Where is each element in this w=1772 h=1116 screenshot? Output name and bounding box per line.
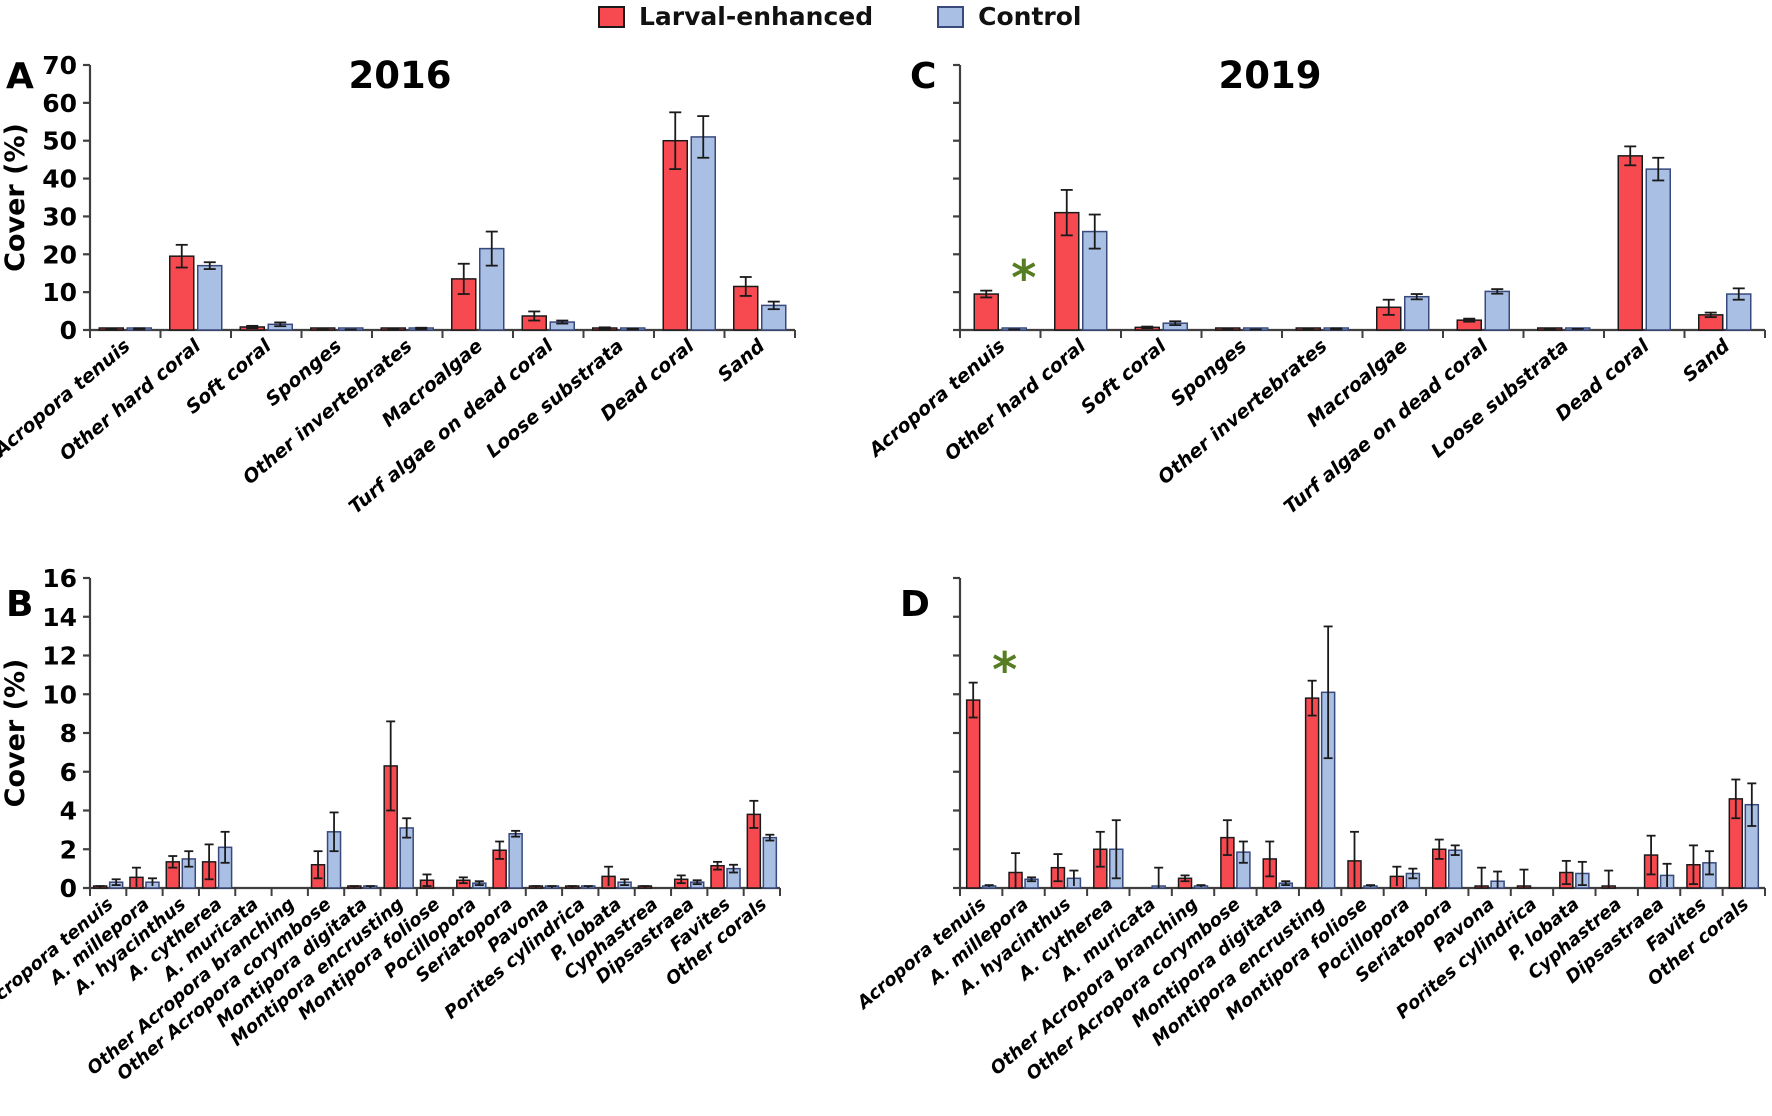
y-axis-title: Cover (%) xyxy=(0,659,31,808)
bar-control xyxy=(197,264,223,331)
y-axis-tick-label: 16 xyxy=(42,564,77,593)
x-category-label: Acropora tenuis xyxy=(863,335,1009,462)
legend-item-control: Control xyxy=(937,2,1082,31)
y-axis-tick-label: 50 xyxy=(42,127,77,156)
bar-larval-enhanced xyxy=(1617,155,1643,331)
legend-label: Control xyxy=(978,2,1082,31)
x-category-label: Loose substrata xyxy=(1427,335,1573,462)
y-axis-tick-label: 10 xyxy=(42,278,77,307)
bar-larval-enhanced xyxy=(662,139,688,331)
panel-label: B xyxy=(6,584,33,625)
significance-asterisk: * xyxy=(1011,251,1036,307)
significance-asterisk: * xyxy=(992,643,1017,699)
y-axis-tick-label: 8 xyxy=(60,719,77,748)
x-category-label: Soft coral xyxy=(1077,335,1171,419)
panel-label: D xyxy=(900,584,930,625)
y-axis-tick-label: 6 xyxy=(60,758,77,787)
y-axis-tick-label: 4 xyxy=(60,797,77,826)
y-axis-tick-label: 10 xyxy=(42,680,77,709)
legend-item-larval-enhanced: Larval-enhanced xyxy=(598,2,873,31)
panel-label: C xyxy=(910,56,936,97)
panel-label: A xyxy=(6,56,34,97)
bar-control xyxy=(508,833,523,889)
bar-larval-enhanced xyxy=(169,255,195,331)
y-axis-tick-label: 30 xyxy=(42,202,77,231)
bar-control xyxy=(1484,290,1510,331)
x-category-label: Sand xyxy=(1679,335,1735,387)
chart-title: 2016 xyxy=(349,54,452,97)
legend: Larval-enhanced Control xyxy=(598,2,1082,31)
bar-larval-enhanced xyxy=(973,293,999,331)
x-category-label: Other hard coral xyxy=(941,335,1091,466)
y-axis-tick-label: 60 xyxy=(42,89,77,118)
y-axis-title: Cover (%) xyxy=(0,123,31,272)
y-axis-tick-label: 0 xyxy=(60,316,77,345)
larval-enhanced-swatch-icon xyxy=(598,5,625,28)
y-axis-tick-label: 14 xyxy=(42,603,77,632)
bar-control xyxy=(690,136,716,331)
x-category-label: Loose substrata xyxy=(482,335,628,462)
legend-label: Larval-enhanced xyxy=(639,2,874,31)
bar-control xyxy=(762,836,778,889)
y-axis-tick-label: 2 xyxy=(60,835,77,864)
x-category-label: Sponges xyxy=(1167,335,1251,411)
y-axis-tick-label: 0 xyxy=(60,874,77,903)
bar-larval-enhanced xyxy=(965,699,981,889)
y-axis-tick-label: 70 xyxy=(42,51,77,80)
y-axis-tick-label: 12 xyxy=(42,642,77,671)
bar-larval-enhanced xyxy=(1304,697,1320,889)
bar-control xyxy=(1404,295,1430,331)
y-axis-tick-label: 20 xyxy=(42,240,77,269)
y-axis-tick-label: 40 xyxy=(42,165,77,194)
x-category-label: Sand xyxy=(714,335,770,387)
control-swatch-icon xyxy=(937,5,965,28)
chart-title: 2019 xyxy=(1219,54,1322,97)
bar-control xyxy=(1645,168,1671,331)
